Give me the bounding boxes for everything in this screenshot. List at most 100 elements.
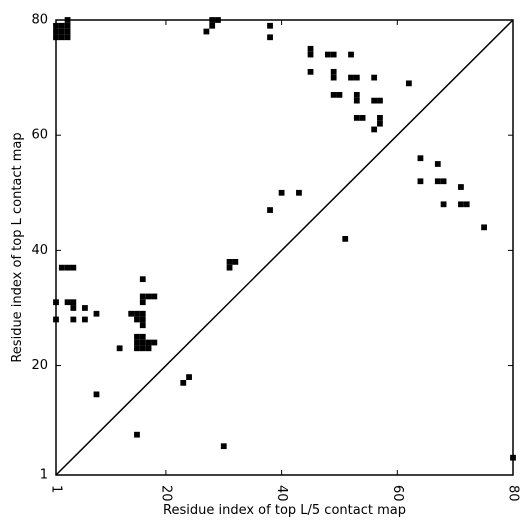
contact-point-lower — [267, 207, 273, 213]
contact-point-upper — [371, 126, 378, 133]
contact-point-upper — [267, 34, 273, 41]
contact-point-upper — [348, 74, 354, 81]
contact-point-upper — [58, 34, 65, 41]
x-tick-label: 20 — [158, 485, 173, 502]
contact-point-lower — [232, 259, 239, 265]
contact-point-upper — [324, 51, 331, 58]
contact-point-upper — [359, 115, 366, 121]
contact-point-lower — [70, 305, 77, 311]
contact-point-lower — [145, 345, 152, 352]
contact-point-lower — [434, 161, 441, 167]
contact-point-lower — [139, 322, 146, 329]
contact-point-lower — [64, 299, 71, 306]
contact-point-lower — [342, 235, 349, 242]
contact-point-lower — [463, 201, 470, 208]
contact-point-upper — [209, 22, 216, 29]
y-tick-label: 20 — [31, 358, 48, 373]
contact-point-lower — [82, 305, 88, 311]
contact-point-lower — [440, 178, 447, 185]
y-axis-label: Residue index of top L contact map — [10, 132, 25, 362]
contact-point-upper — [307, 51, 314, 58]
contact-point-lower — [226, 264, 233, 271]
y-tick-label: 60 — [31, 128, 48, 143]
contact-point-lower — [139, 293, 146, 300]
contact-point-upper — [377, 120, 383, 127]
contact-point-lower — [434, 178, 441, 185]
contact-point-lower — [134, 310, 140, 317]
contact-point-lower — [58, 264, 65, 271]
contact-point-upper — [336, 91, 343, 98]
contact-point-upper — [307, 68, 314, 75]
contact-point-lower — [151, 293, 158, 300]
contact-point-lower — [220, 443, 227, 450]
x-tick-label: 80 — [506, 485, 521, 502]
contact-point-upper — [348, 51, 354, 58]
y-tick-label: 80 — [31, 13, 48, 28]
x-tick-label: 40 — [274, 485, 289, 502]
contact-point-upper — [353, 97, 360, 104]
contact-point-lower — [139, 339, 146, 346]
contact-point-lower — [82, 316, 88, 323]
contact-point-lower — [458, 184, 464, 190]
contact-point-upper — [58, 22, 65, 29]
contact-point-upper — [353, 115, 360, 121]
contact-point-lower — [93, 310, 100, 317]
contact-point-lower — [440, 201, 447, 208]
contact-point-lower — [458, 201, 464, 208]
contact-point-upper — [307, 45, 314, 52]
contact-point-lower — [93, 391, 100, 398]
contact-point-lower — [139, 345, 146, 352]
contact-point-lower — [128, 310, 135, 317]
contact-point-lower — [417, 178, 424, 185]
contact-point-upper — [64, 28, 71, 35]
contact-point-lower — [134, 316, 140, 323]
contact-point-upper — [377, 97, 383, 104]
contact-point-lower — [145, 293, 152, 300]
diagonal-line — [55, 19, 514, 476]
contact-point-lower — [134, 431, 140, 438]
contact-point-lower — [70, 264, 77, 271]
contact-point-upper — [377, 115, 383, 121]
contact-point-lower — [481, 224, 487, 231]
plot-frame — [55, 19, 514, 476]
contact-point-upper — [330, 51, 337, 58]
contact-point-lower — [134, 345, 140, 352]
contact-point-upper — [405, 80, 412, 87]
contact-point-lower — [151, 339, 158, 346]
y-tick-label: 1 — [40, 468, 48, 483]
contact-point-upper — [353, 91, 360, 98]
x-axis-label: Residue index of top L/5 contact map — [163, 503, 406, 518]
contact-point-lower — [145, 339, 152, 346]
contact-point-lower — [139, 333, 146, 340]
contact-point-upper — [371, 97, 378, 104]
contact-point-upper — [267, 22, 273, 29]
x-tick-label: 1 — [49, 485, 64, 493]
contact-point-lower — [226, 259, 233, 265]
contact-point-upper — [330, 68, 337, 75]
contact-point-upper — [64, 22, 71, 29]
contact-point-upper — [353, 74, 360, 81]
contact-point-upper — [330, 74, 337, 81]
contact-point-lower — [116, 345, 123, 352]
contact-point-lower — [186, 374, 192, 380]
contact-point-upper — [371, 74, 378, 81]
contact-point-lower — [139, 310, 146, 317]
contact-point-lower — [139, 276, 146, 283]
contact-marks — [53, 17, 516, 461]
contact-point-upper — [203, 28, 210, 35]
y-tick-label: 40 — [31, 243, 48, 258]
contact-point-lower — [70, 299, 77, 306]
contact-point-lower — [70, 316, 77, 323]
contact-point-lower — [417, 155, 424, 162]
contact-point-lower — [139, 299, 146, 306]
contact-point-lower — [180, 379, 187, 386]
contact-point-lower — [139, 316, 146, 323]
contact-point-upper — [330, 91, 337, 98]
x-tick-label: 60 — [390, 485, 405, 502]
contact-point-lower — [278, 189, 285, 196]
contact-point-lower — [134, 333, 140, 340]
contact-point-lower — [134, 339, 140, 346]
contact-point-upper — [64, 34, 71, 41]
contact-point-lower — [64, 264, 71, 271]
